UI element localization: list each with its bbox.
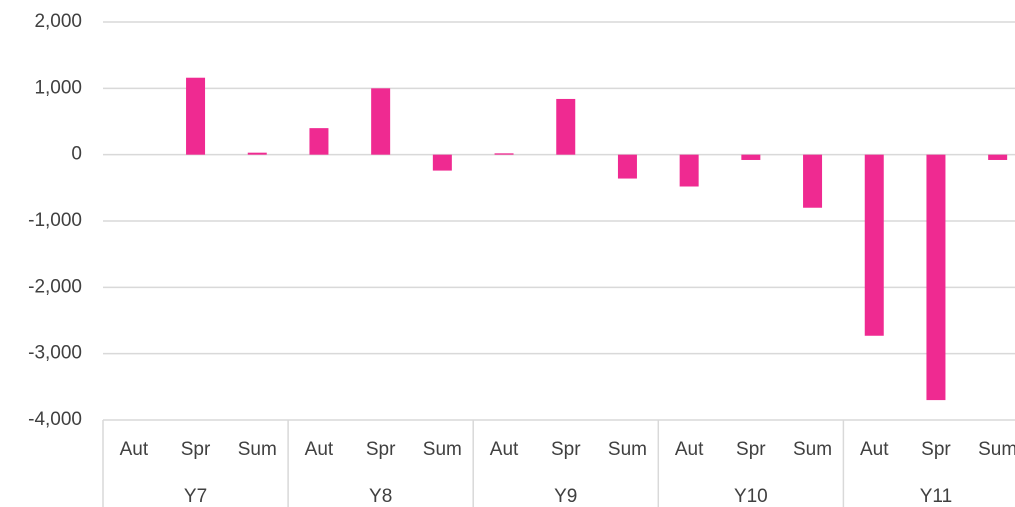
bar <box>186 77 206 155</box>
group-label: Y8 <box>369 486 392 507</box>
bar <box>926 154 946 401</box>
x-tick-label: Spr <box>551 439 581 460</box>
bar <box>741 154 761 160</box>
bar <box>679 154 699 187</box>
y-tick-label: -1,000 <box>28 210 82 231</box>
x-tick-label: Aut <box>305 439 334 460</box>
y-tick-label: -4,000 <box>28 409 82 430</box>
group-label: Y9 <box>554 486 577 507</box>
y-tick-label: -2,000 <box>28 276 82 297</box>
y-tick-label: 1,000 <box>34 77 82 98</box>
x-tick-label: Spr <box>366 439 396 460</box>
x-tick-label: Sum <box>423 439 462 460</box>
bar <box>247 152 267 155</box>
x-tick-label: Aut <box>675 439 704 460</box>
y-tick-label: 0 <box>71 144 82 165</box>
bar <box>617 154 637 179</box>
x-tick-label: Aut <box>490 439 519 460</box>
y-tick-label: -3,000 <box>28 343 82 364</box>
x-tick-label: Sum <box>608 439 647 460</box>
x-tick-label: Sum <box>793 439 832 460</box>
group-label: Y7 <box>184 486 207 507</box>
bar <box>988 154 1008 160</box>
group-label: Y10 <box>734 486 768 507</box>
x-tick-label: Spr <box>181 439 211 460</box>
group-label: Y11 <box>920 486 952 507</box>
x-tick-label: Spr <box>736 439 766 460</box>
bar <box>556 98 576 155</box>
x-tick-label: Sum <box>238 439 277 460</box>
bar <box>432 154 452 171</box>
bar <box>803 154 823 208</box>
bar <box>494 153 514 155</box>
bar <box>864 154 884 336</box>
x-tick-label: Sum <box>978 439 1015 460</box>
x-tick-label: Aut <box>860 439 889 460</box>
x-tick-label: Aut <box>120 439 149 460</box>
x-tick-label: Spr <box>921 439 951 460</box>
y-tick-label: 2,000 <box>34 11 82 32</box>
bar <box>309 128 329 155</box>
bar <box>371 88 391 155</box>
